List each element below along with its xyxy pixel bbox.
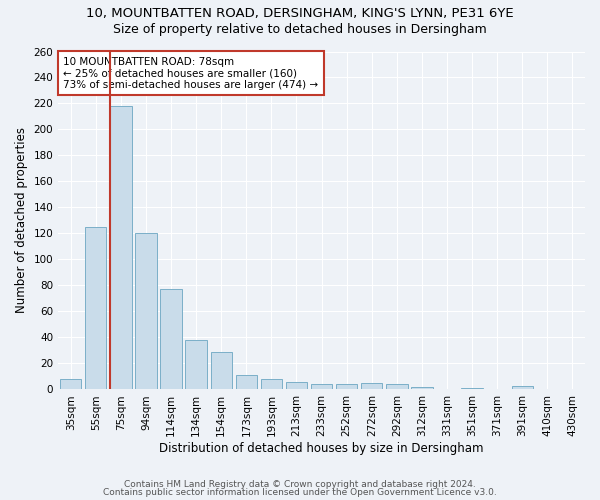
Bar — [411, 387, 433, 390]
Text: Contains public sector information licensed under the Open Government Licence v3: Contains public sector information licen… — [103, 488, 497, 497]
X-axis label: Distribution of detached houses by size in Dersingham: Distribution of detached houses by size … — [160, 442, 484, 455]
Bar — [361, 383, 382, 390]
Bar — [110, 106, 131, 390]
Bar — [461, 388, 483, 390]
Bar — [211, 352, 232, 390]
Bar — [136, 234, 157, 390]
Y-axis label: Number of detached properties: Number of detached properties — [15, 128, 28, 314]
Bar — [185, 340, 207, 390]
Bar — [386, 384, 407, 390]
Bar — [60, 379, 82, 390]
Bar — [336, 384, 358, 390]
Text: Contains HM Land Registry data © Crown copyright and database right 2024.: Contains HM Land Registry data © Crown c… — [124, 480, 476, 489]
Bar — [512, 386, 533, 390]
Bar — [286, 382, 307, 390]
Text: Size of property relative to detached houses in Dersingham: Size of property relative to detached ho… — [113, 22, 487, 36]
Bar — [236, 375, 257, 390]
Text: 10, MOUNTBATTEN ROAD, DERSINGHAM, KING'S LYNN, PE31 6YE: 10, MOUNTBATTEN ROAD, DERSINGHAM, KING'S… — [86, 8, 514, 20]
Text: 10 MOUNTBATTEN ROAD: 78sqm
← 25% of detached houses are smaller (160)
73% of sem: 10 MOUNTBATTEN ROAD: 78sqm ← 25% of deta… — [64, 56, 319, 90]
Bar — [160, 290, 182, 390]
Bar — [85, 227, 106, 390]
Bar — [311, 384, 332, 390]
Bar — [261, 379, 282, 390]
